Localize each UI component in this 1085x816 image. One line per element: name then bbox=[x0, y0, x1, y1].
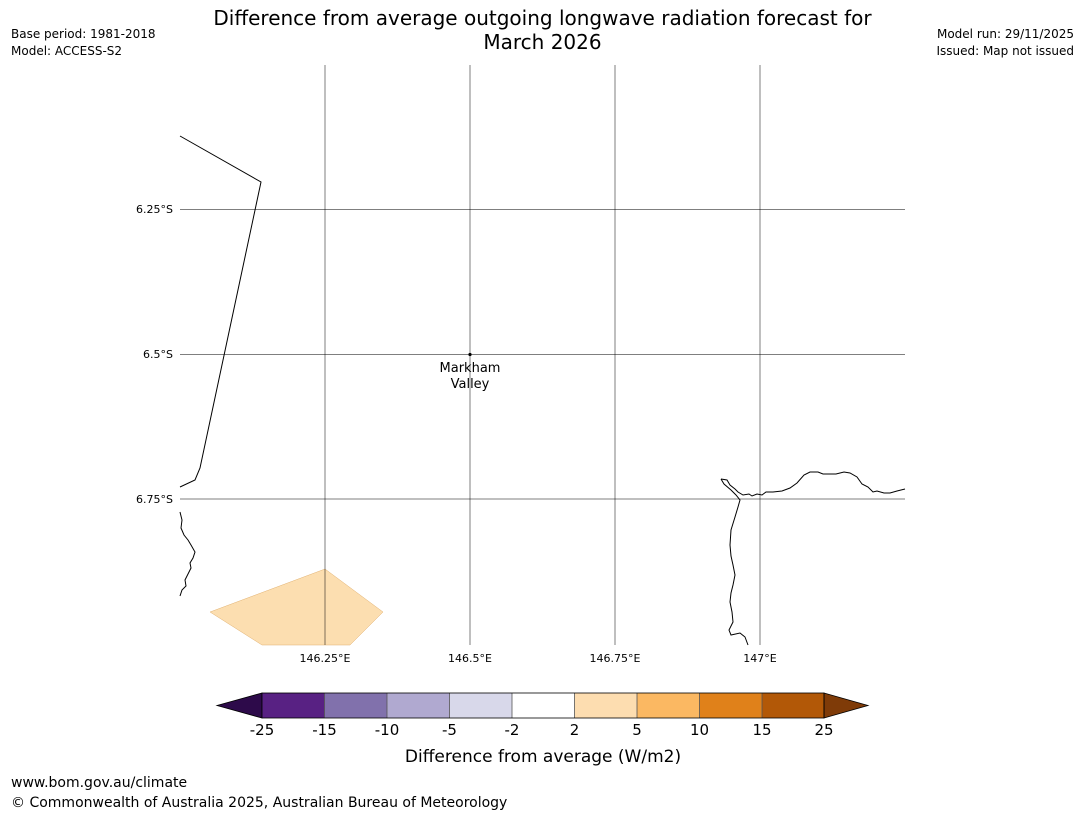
footer-url[interactable]: www.bom.gov.au/climate bbox=[11, 775, 188, 791]
place-label-line-2: Valley bbox=[451, 377, 490, 392]
lat-label: 6.5°S bbox=[143, 348, 173, 361]
graticule bbox=[180, 65, 905, 645]
colorbar-segment bbox=[762, 693, 824, 718]
colorbar-outline bbox=[261, 692, 825, 719]
lon-label: 146.5°E bbox=[448, 652, 492, 665]
colorbar-segment bbox=[699, 693, 762, 718]
colorbar-tick: 25 bbox=[814, 721, 833, 739]
colorbar-extend-high bbox=[823, 692, 870, 719]
colorbar-label: Difference from average (W/m2) bbox=[405, 747, 681, 767]
colorbar-extend-low bbox=[215, 692, 263, 719]
lat-label: 6.25°S bbox=[136, 203, 173, 216]
colorbar-segment bbox=[262, 693, 325, 718]
colorbar-tick: -10 bbox=[375, 721, 400, 739]
colorbar-segment bbox=[387, 693, 450, 718]
colorbar-tick: -5 bbox=[442, 721, 457, 739]
coastline-east bbox=[720, 471, 906, 497]
coastline-river bbox=[720, 478, 749, 646]
colorbar-tick: 2 bbox=[570, 721, 580, 739]
colorbar-tick: -2 bbox=[505, 721, 520, 739]
meta-right: Model run: 29/11/2025 Issued: Map not is… bbox=[936, 26, 1074, 60]
colorbar-tick: -15 bbox=[312, 721, 337, 739]
lat-label: 6.75°S bbox=[136, 493, 173, 506]
issued-status: Issued: Map not issued bbox=[936, 44, 1074, 58]
base-period: Base period: 1981-2018 bbox=[11, 27, 156, 41]
colorbar-segment bbox=[449, 693, 512, 718]
title-line-1: Difference from average outgoing longwav… bbox=[213, 6, 872, 30]
colorbar-tick: 15 bbox=[752, 721, 771, 739]
colorbar-tick: 5 bbox=[632, 721, 642, 739]
lon-label: 146.75°E bbox=[590, 652, 641, 665]
footer-copyright: © Commonwealth of Australia 2025, Austra… bbox=[11, 795, 508, 811]
meta-left: Base period: 1981-2018 Model: ACCESS-S2 bbox=[11, 26, 156, 60]
colorbar-segment bbox=[512, 693, 575, 718]
lon-label: 146.25°E bbox=[300, 652, 351, 665]
title-line-2: March 2026 bbox=[483, 30, 602, 54]
coastline-west bbox=[179, 511, 196, 597]
colorbar-segment bbox=[574, 693, 637, 718]
colorbar-tick: -25 bbox=[250, 721, 275, 739]
colorbar bbox=[215, 692, 870, 719]
colorbar-segment bbox=[637, 693, 700, 718]
model-name: Model: ACCESS-S2 bbox=[11, 44, 123, 58]
colorbar-segment bbox=[324, 693, 387, 718]
model-run: Model run: 29/11/2025 bbox=[936, 27, 1074, 41]
map-title: Difference from average outgoing longwav… bbox=[190, 6, 895, 54]
colorbar-tick: 10 bbox=[690, 721, 709, 739]
lon-label: 147°E bbox=[743, 652, 776, 665]
border-line bbox=[179, 135, 262, 488]
place-label-line-1: Markham bbox=[440, 361, 501, 376]
anomaly-region bbox=[209, 568, 384, 646]
place-marker bbox=[468, 352, 472, 357]
